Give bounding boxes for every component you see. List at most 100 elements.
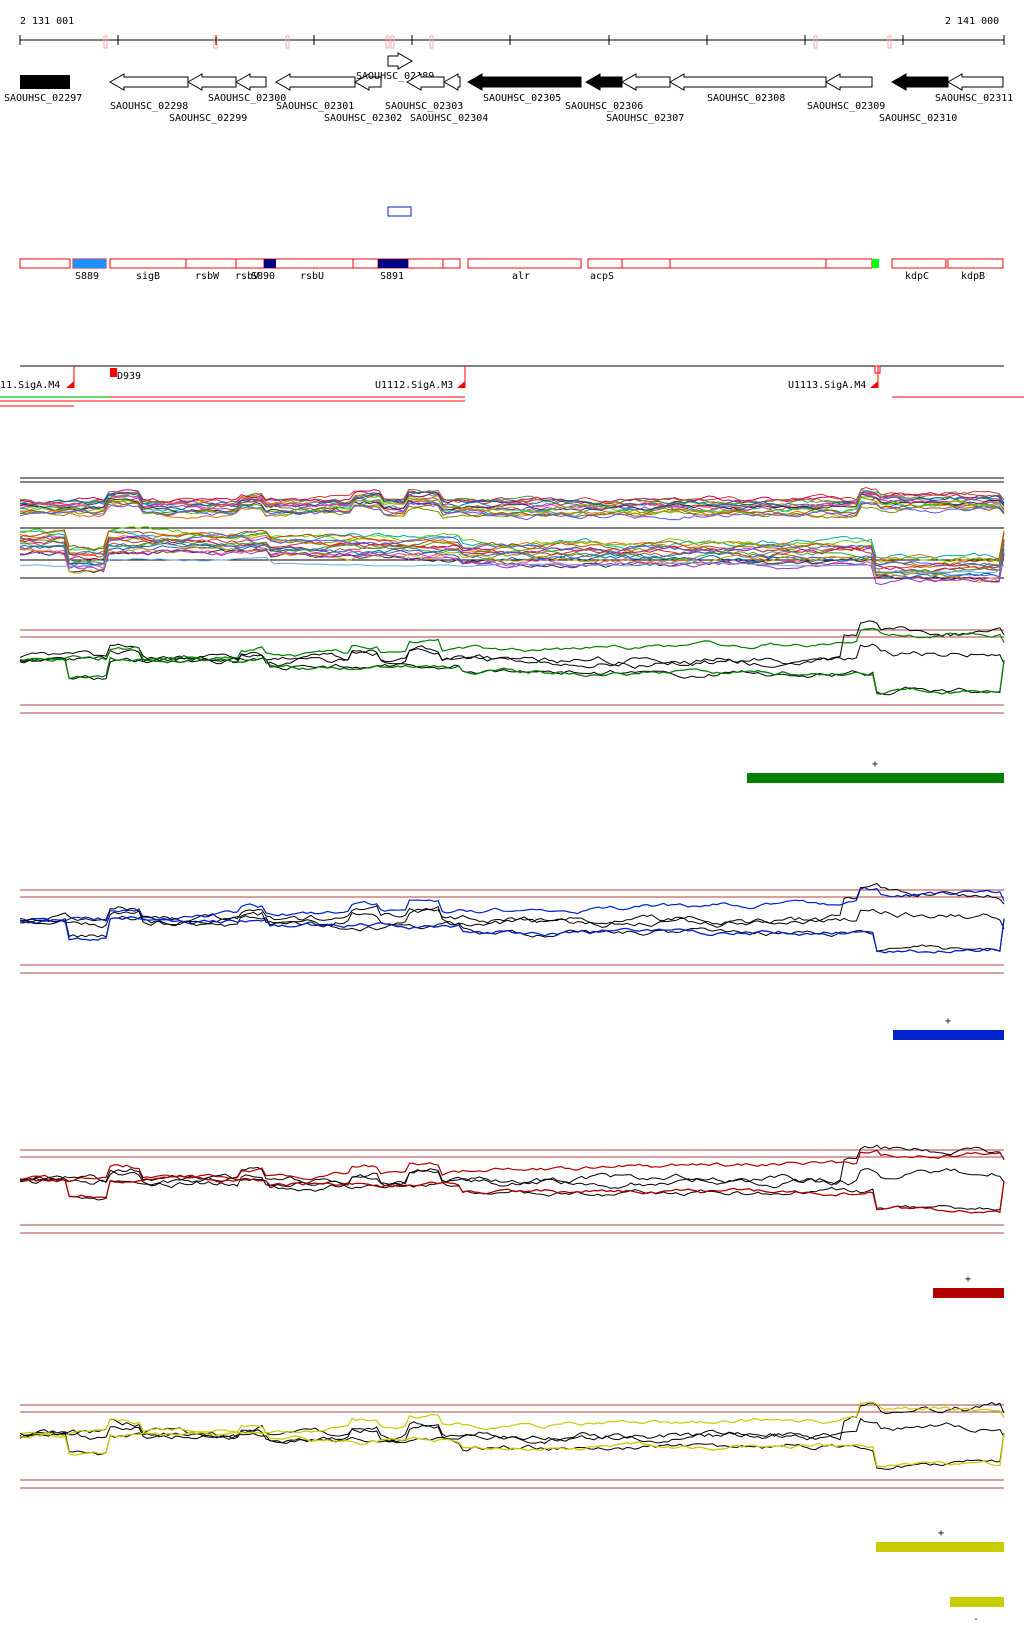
coord-start: 2 131 001 <box>20 16 74 27</box>
signal-line <box>19 620 1005 667</box>
strand-label: + <box>945 1016 951 1027</box>
feature-s889-fill[interactable] <box>73 259 106 268</box>
tu-label: U1111.SigA.M4 <box>0 380 60 391</box>
signal-line <box>19 543 1005 579</box>
gene-arrow[interactable] <box>584 73 623 91</box>
signal-line <box>19 556 1005 574</box>
condition-panel: + <box>19 1401 1005 1552</box>
feature-box[interactable] <box>407 258 444 269</box>
signal-line <box>19 656 1005 695</box>
feature-s890-fill[interactable] <box>264 259 276 268</box>
coord-end: 2 141 000 <box>945 16 999 27</box>
feature-box[interactable] <box>109 258 187 269</box>
transcription-unit-track: U1111.SigA.M4 U1112.SigA.M3 U1113.SigA.M4 D… <box>0 365 1024 407</box>
gene-arrow[interactable] <box>387 52 414 70</box>
feature-s891-fill[interactable] <box>378 259 408 268</box>
condition-panel: + <box>19 1144 1005 1298</box>
gene-label: SAOUHSC_02311 <box>935 93 1013 104</box>
gene-arrow[interactable] <box>668 73 827 91</box>
feature-label: rsbW <box>195 271 220 282</box>
ruler-ticks <box>19 35 1005 49</box>
gene-label: SAOUHSC_02300 <box>208 93 286 104</box>
tu-label: U1112.SigA.M3 <box>375 380 453 391</box>
feature-box[interactable] <box>263 258 354 269</box>
gene-arrow[interactable] <box>442 73 461 91</box>
gene-label: SAOUHSC_02310 <box>879 113 957 124</box>
feature-box[interactable] <box>352 258 379 269</box>
signal-line <box>19 526 1005 563</box>
feature-label: S890 <box>251 271 275 282</box>
tu-label: D939 <box>117 371 141 382</box>
feature-box[interactable] <box>669 258 827 269</box>
signal-line <box>19 531 1005 567</box>
gene-arrow[interactable] <box>353 73 382 91</box>
signal-line <box>19 533 1005 567</box>
signal-line <box>19 627 1005 662</box>
gene-arrow[interactable] <box>946 73 1004 91</box>
gene-label: SAOUHSC_02301 <box>276 101 354 112</box>
condition-panels: + + + + - <box>19 620 1005 1625</box>
feature-box[interactable] <box>19 258 71 269</box>
gene-label: SAOUHSC_02189 <box>356 71 434 82</box>
gene-label: SAOUHSC_02299 <box>169 113 247 124</box>
feature-box[interactable] <box>587 258 623 269</box>
signal-line <box>19 489 1005 506</box>
feature-box[interactable] <box>185 258 237 269</box>
gene-label: SAOUHSC_02306 <box>565 101 643 112</box>
signal-line <box>19 1432 1005 1470</box>
feature-box[interactable] <box>442 258 461 269</box>
condition-bar[interactable] <box>876 1542 1004 1552</box>
feature-label: rsbU <box>300 271 324 282</box>
feature-label: rsbV <box>235 271 259 282</box>
condition-panel: + <box>19 620 1005 783</box>
signal-line <box>19 1417 1005 1445</box>
multi-condition-expression-track <box>19 477 1005 586</box>
strand-label: + <box>872 759 878 770</box>
strand-label: + <box>965 1274 971 1285</box>
strand-label: - <box>973 1614 979 1625</box>
gene-arrow[interactable] <box>20 75 70 89</box>
signal-line <box>19 1144 1005 1186</box>
gene-label: SAOUHSC_02305 <box>483 93 561 104</box>
promoter-marker <box>66 381 74 388</box>
gene-arrow[interactable] <box>274 73 356 91</box>
signal-line <box>19 501 1005 521</box>
feature-label: S889 <box>75 271 99 282</box>
feature-green-mark[interactable] <box>872 259 879 268</box>
feature-box[interactable] <box>235 258 265 269</box>
gene-arrow[interactable] <box>824 73 873 91</box>
condition-bar[interactable] <box>747 773 1004 783</box>
coordinate-ruler: 2 131 001 2 141 000 <box>19 16 1005 49</box>
tu-d939-marker[interactable] <box>110 368 117 377</box>
signal-line <box>19 1401 1005 1436</box>
gene-label: SAOUHSC_02303 <box>385 101 463 112</box>
tu-label: U1113.SigA.M4 <box>788 380 866 391</box>
gene-arrow[interactable] <box>466 73 582 91</box>
gene-arrow[interactable] <box>890 73 949 91</box>
gene-arrow[interactable] <box>234 73 267 91</box>
feature-box[interactable] <box>891 258 947 269</box>
gene-label: SAOUHSC_02308 <box>707 93 785 104</box>
signal-line <box>19 546 1005 583</box>
gene-arrow[interactable] <box>620 73 671 91</box>
feature-box[interactable] <box>825 258 873 269</box>
signal-line <box>19 1174 1005 1214</box>
feature-box[interactable] <box>467 258 582 269</box>
feature-label: S891 <box>380 271 404 282</box>
feature-box[interactable] <box>621 258 671 269</box>
signal-line <box>19 1431 1005 1468</box>
feature-box[interactable] <box>947 258 1004 269</box>
signal-line <box>19 498 1005 517</box>
promoter-marker <box>870 381 878 388</box>
feature-label: kdpC <box>905 271 929 282</box>
signal-line <box>19 492 1005 512</box>
gene-label: SAOUHSC_02307 <box>606 113 684 124</box>
gene-arrow[interactable] <box>186 73 237 91</box>
condition-panel: + <box>19 882 1005 1040</box>
condition-bar[interactable] <box>950 1597 1004 1607</box>
gene-arrow[interactable] <box>108 73 189 91</box>
condition-bar[interactable] <box>893 1030 1004 1040</box>
condition-bar[interactable] <box>933 1288 1004 1298</box>
signal-line <box>19 643 1005 669</box>
